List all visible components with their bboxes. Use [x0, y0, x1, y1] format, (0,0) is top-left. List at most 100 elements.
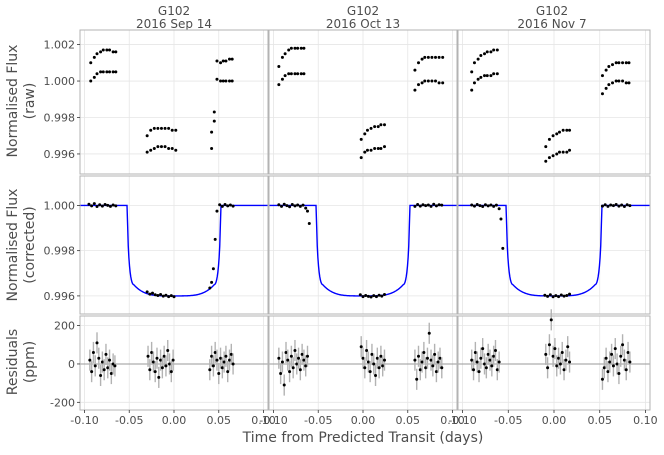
raw-point-nov7-o0-l4 — [483, 74, 487, 78]
residual-point-sep14-25 — [164, 364, 168, 368]
residual-point-nov7-11 — [490, 364, 494, 368]
corrected-point-sep14-21 — [172, 295, 176, 299]
residual-point-oct13-26 — [375, 356, 379, 360]
x-tick-label-oct13-4: 0.10 — [440, 414, 465, 427]
residual-point-nov7-14 — [495, 368, 499, 372]
raw-point-sep14-o1-l6 — [167, 146, 171, 150]
residual-point-oct13-22 — [368, 370, 372, 374]
residual-point-sep14-11 — [108, 358, 112, 362]
residual-point-nov7-3 — [475, 360, 479, 364]
residual-point-sep14-23 — [160, 366, 164, 370]
x-tick-label-nov7-0: -0.10 — [448, 414, 476, 427]
raw-point-oct13-o0-u6 — [296, 46, 300, 50]
residual-point-nov7-42 — [622, 358, 626, 362]
residual-point-oct13-21 — [366, 360, 370, 364]
raw-point-nov7-o0-u8 — [495, 48, 499, 52]
residual-point-oct13-10 — [295, 362, 299, 366]
raw-point-oct13-o1-l6 — [379, 146, 383, 150]
raw-point-sep14-o0-u2 — [95, 52, 99, 56]
raw-point-sep14-o2-u2 — [215, 59, 219, 63]
row-label-residuals-line1: Residuals — [5, 329, 21, 395]
corrected-point-oct13-10 — [304, 206, 308, 210]
corrected-point-oct13-19 — [374, 295, 378, 299]
raw-point-sep14-o1-u0 — [145, 134, 149, 138]
corrected-point-oct13-33 — [440, 203, 444, 207]
raw-point-nov7-o0-u6 — [489, 50, 493, 54]
row-label-residuals-line2: (ppm) — [22, 341, 38, 383]
residual-point-oct13-4 — [284, 350, 288, 354]
residual-point-sep14-15 — [146, 354, 150, 358]
raw-point-oct13-o0-l1 — [280, 77, 284, 81]
raw-point-nov7-o1-u3 — [555, 132, 559, 136]
residual-point-sep14-42 — [229, 352, 233, 356]
raw-point-oct13-o0-u7 — [299, 46, 303, 50]
residual-point-nov7-41 — [621, 343, 625, 347]
residual-point-nov7-6 — [481, 347, 485, 351]
panel-border-raw-sep14 — [79, 29, 269, 175]
panel-corrected-sep14: 0.996 0.998 1.000 — [44, 175, 269, 315]
raw-point-nov7-o2-l6 — [621, 79, 625, 83]
raw-point-oct13-o2-u7 — [437, 55, 441, 59]
raw-point-oct13-o1-l7 — [382, 145, 386, 149]
raw-point-oct13-o1-u5 — [376, 125, 380, 129]
residual-point-sep14-6 — [99, 373, 103, 377]
raw-point-sep14-o1-l4 — [159, 145, 163, 149]
corrected-point-oct13-1 — [280, 204, 284, 208]
residual-point-oct13-34 — [418, 368, 422, 372]
raw-point-oct13-o0-l3 — [287, 72, 291, 76]
panel-raw-nov7 — [457, 29, 651, 175]
corrected-point-sep14-9 — [111, 203, 115, 207]
corrected-point-oct13-23 — [413, 204, 417, 208]
residual-point-nov7-44 — [626, 350, 630, 354]
raw-point-sep14-o2-u5 — [224, 59, 228, 63]
raw-point-nov7-o0-u4 — [483, 52, 487, 56]
raw-point-oct13-o0-l8 — [302, 72, 306, 76]
residual-point-sep14-5 — [97, 356, 101, 360]
raw-point-oct13-o1-u4 — [373, 125, 377, 129]
raw-point-sep14-o0-l7 — [111, 70, 115, 74]
raw-point-sep14-o2-u7 — [230, 57, 234, 61]
raw-point-oct13-o0-u5 — [293, 46, 297, 50]
raw-point-sep14-o0-l4 — [101, 70, 105, 74]
residual-point-nov7-31 — [602, 366, 606, 370]
raw-point-nov7-o0-l6 — [489, 74, 493, 78]
residual-point-oct13-38 — [425, 356, 429, 360]
x-tick-label-sep14-2: 0.00 — [162, 414, 187, 427]
raw-point-sep14-o2-l3 — [219, 79, 223, 83]
residual-point-nov7-36 — [611, 364, 615, 368]
residual-point-sep14-33 — [213, 350, 217, 354]
x-tick-label-nov7-4: 0.10 — [633, 414, 658, 427]
column-title-3: G102 — [536, 4, 568, 18]
residual-point-oct13-23 — [370, 352, 374, 356]
corrected-point-oct13-8 — [298, 204, 302, 208]
residual-point-oct13-27 — [377, 366, 381, 370]
x-tick-label-sep14-3: 0.05 — [207, 414, 232, 427]
x-tick-label-oct13-2: 0.00 — [351, 414, 376, 427]
residual-point-nov7-12 — [492, 354, 496, 358]
corrected-point-sep14-7 — [106, 203, 110, 207]
raw-point-nov7-o2-u2 — [607, 64, 611, 68]
residual-point-oct13-15 — [304, 364, 308, 368]
raw-point-sep14-o2-l6 — [228, 79, 232, 83]
corrected-point-nov7-21 — [565, 293, 569, 297]
residual-point-sep14-24 — [162, 354, 166, 358]
residual-point-sep14-36 — [219, 356, 223, 360]
raw-point-sep14-o2-l5 — [224, 79, 228, 83]
residual-point-oct13-32 — [415, 377, 419, 381]
corrected-point-sep14-16 — [159, 293, 163, 297]
raw-point-sep14-o2-l7 — [230, 79, 234, 83]
corrected-point-nov7-6 — [486, 204, 490, 208]
residual-point-nov7-26 — [562, 368, 566, 372]
raw-point-sep14-o2-u0 — [210, 130, 214, 134]
corrected-point-oct13-20 — [377, 293, 381, 297]
raw-point-sep14-o2-u4 — [221, 59, 225, 63]
raw-point-oct13-o0-u8 — [302, 46, 306, 50]
y-tick-label-residuals-0: -200 — [50, 396, 75, 409]
residual-point-nov7-17 — [546, 366, 550, 370]
raw-point-sep14-o1-u2 — [152, 126, 156, 130]
residual-point-sep14-40 — [226, 370, 230, 374]
corrected-point-sep14-10 — [114, 204, 118, 208]
corrected-point-sep14-14 — [153, 293, 157, 297]
raw-point-oct13-o2-u0 — [413, 68, 417, 72]
residual-point-oct13-43 — [434, 370, 438, 374]
